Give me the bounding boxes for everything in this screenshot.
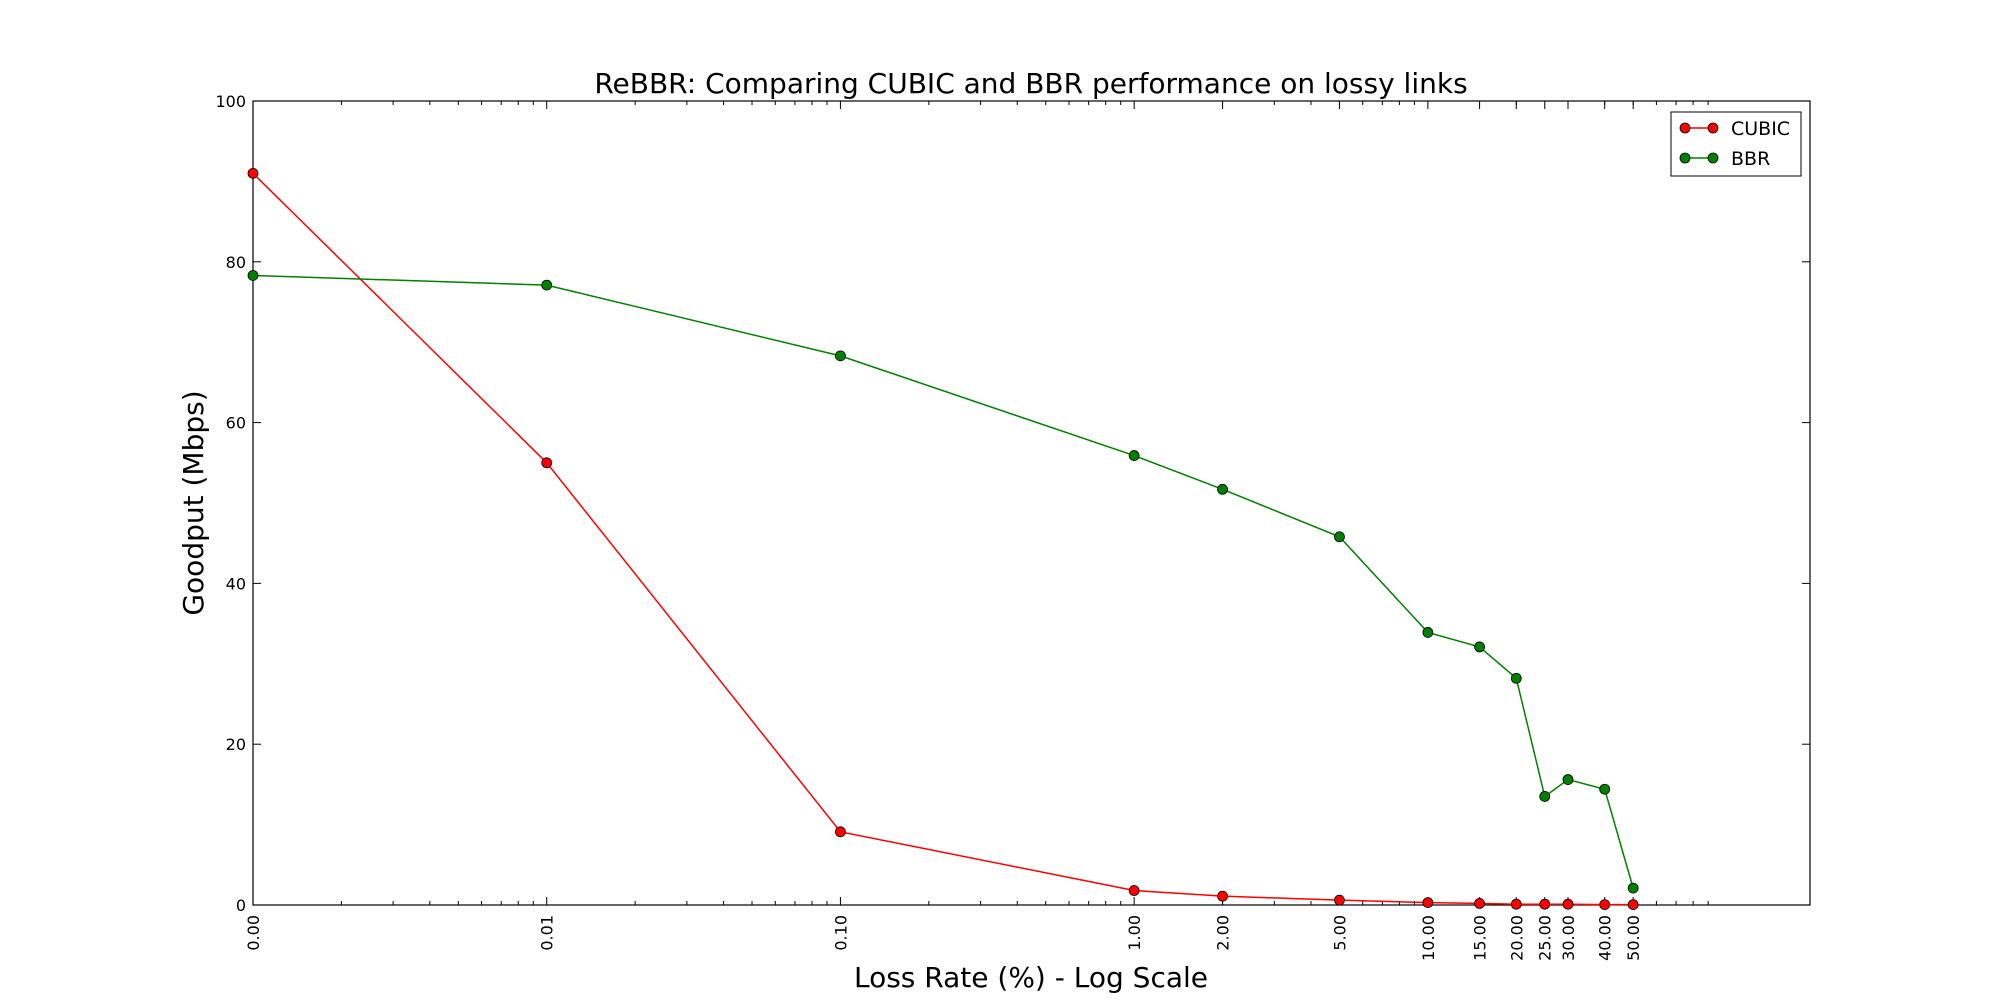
data-point-bbr (1539, 791, 1551, 802)
y-tick-label: 20 (226, 735, 246, 754)
legend-label: BBR (1731, 148, 1770, 170)
x-tick-label: 40.00 (1596, 915, 1615, 961)
data-point-cubic (1510, 898, 1522, 910)
data-point-bbr (1422, 627, 1434, 638)
x-tick-label: 2.00 (1214, 915, 1233, 951)
chart-title: ReBBR: Comparing CUBIC and BBR performan… (594, 67, 1467, 100)
data-point-bbr (1562, 774, 1574, 785)
data-point-cubic (1627, 899, 1639, 910)
data-point-cubic (835, 826, 846, 838)
series-bbr (247, 270, 1639, 894)
data-point-cubic (247, 167, 259, 179)
plot-area: 0.00 0.01 0.10 1.00 2.00 5.00 10.00 15.00 20.00 2… (215, 92, 1811, 961)
x-tick-label: 20.00 (1507, 915, 1526, 961)
x-tick-label: 0.00 (244, 915, 263, 951)
y-tick-label: 80 (226, 253, 246, 272)
legend-label: CUBIC (1731, 118, 1790, 140)
legend-marker (1707, 152, 1719, 164)
data-point-bbr (1474, 641, 1485, 653)
data-point-cubic (1474, 897, 1485, 909)
data-point-bbr (541, 279, 553, 291)
data-point-bbr (247, 270, 259, 281)
axes-frame (252, 100, 1811, 906)
data-point-bbr (835, 350, 846, 362)
y-tick-label: 100 (215, 92, 246, 111)
x-tick-label: 25.00 (1536, 915, 1555, 961)
data-point-cubic (1217, 890, 1228, 902)
data-point-cubic (1599, 899, 1611, 910)
y-tick-label: 60 (226, 414, 246, 433)
x-axis-label: Loss Rate (%) - Log Scale (854, 961, 1208, 994)
y-axis-label: Goodput (Mbps) (177, 390, 210, 615)
legend-marker (1707, 122, 1719, 134)
data-point-cubic (541, 457, 553, 469)
legend-box (1670, 111, 1802, 177)
data-point-bbr (1217, 483, 1228, 495)
data-point-cubic (1562, 898, 1574, 910)
data-point-bbr (1334, 531, 1345, 543)
y-tick-label: 40 (226, 574, 246, 593)
x-tick-label: 10.00 (1419, 915, 1438, 961)
legend-item-cubic: CUBIC (1679, 118, 1790, 140)
data-point-cubic (1422, 897, 1434, 908)
data-point-cubic (1128, 885, 1140, 896)
series-cubic (247, 167, 1639, 910)
x-tick-label: 1.00 (1125, 915, 1144, 951)
y-tick-label: 0 (236, 896, 246, 915)
x-tick-label: 15.00 (1471, 915, 1490, 961)
data-point-bbr (1510, 672, 1522, 684)
data-point-bbr (1627, 882, 1639, 894)
legend-item-bbr: BBR (1679, 148, 1770, 170)
series-layer (247, 167, 1639, 910)
x-tick-label: 5.00 (1330, 915, 1349, 951)
legend-marker (1679, 152, 1691, 164)
data-point-bbr (1599, 783, 1611, 795)
x-tick-label: 50.00 (1624, 915, 1643, 961)
x-tick-label: 0.01 (538, 915, 557, 951)
data-point-cubic (1334, 894, 1345, 906)
x-axis-ticks: 0.00 0.01 0.10 1.00 2.00 5.00 10.00 15.00 20.00 2… (244, 101, 1643, 961)
data-point-bbr (1128, 450, 1140, 461)
legend: CUBIC BBR (1670, 111, 1802, 177)
x-tick-label: 30.00 (1559, 915, 1578, 961)
legend-marker (1679, 122, 1691, 134)
x-tick-label: 0.10 (831, 915, 850, 951)
y-axis-ticks: 0 20 40 60 80 100 (215, 92, 1810, 915)
data-point-cubic (1539, 898, 1551, 910)
